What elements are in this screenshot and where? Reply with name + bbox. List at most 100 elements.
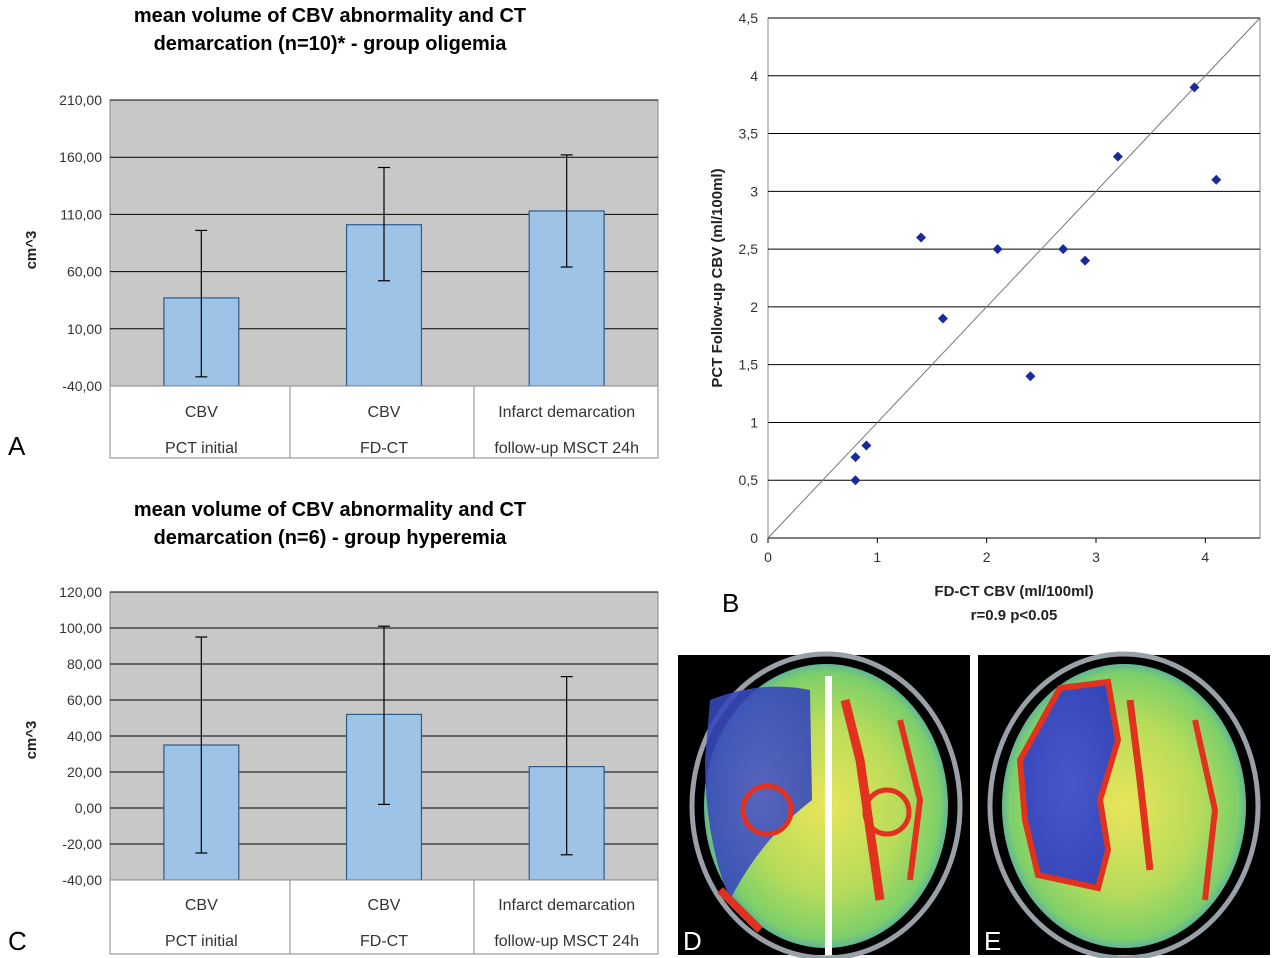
category-label: Infarct demarcation bbox=[498, 404, 635, 421]
chart-c-y-ticks: -40,00 -20,00 0,00 20,00 40,00 60,00 80,00 100,… bbox=[59, 584, 102, 888]
ct-d-hypoperfusion-region bbox=[705, 686, 812, 900]
y-tick-label: -20,00 bbox=[62, 836, 102, 852]
y-tick-label: 1 bbox=[750, 414, 758, 430]
chart-a-category-labels: CBV PCT initial CBV FD-CT Infarct demarcatio… bbox=[165, 404, 639, 457]
ct-d-vessel bbox=[897, 719, 924, 881]
ct-e-hypoperfusion-region bbox=[1020, 682, 1118, 888]
chart-c-category-labels: CBV PCT initial CBV FD-CT Infarct demarcatio… bbox=[165, 897, 639, 950]
panel-label-c: C bbox=[8, 926, 27, 956]
panel-label-b: B bbox=[722, 588, 739, 618]
ct-d-midline-marker bbox=[825, 676, 832, 955]
y-tick-label: 4,5 bbox=[739, 10, 759, 26]
error-bar bbox=[378, 166, 390, 282]
category-label: PCT initial bbox=[165, 933, 238, 950]
category-label: follow-up MSCT 24h bbox=[494, 933, 639, 950]
chart-b-points bbox=[850, 82, 1222, 486]
panel-label-d: D bbox=[683, 926, 702, 956]
y-tick-label: 100,00 bbox=[59, 620, 102, 636]
chart-a-title-line1: mean volume of CBV abnormality and CT bbox=[134, 5, 526, 27]
ct-d-vessel bbox=[717, 887, 763, 933]
x-tick-label: 0 bbox=[764, 549, 772, 565]
ct-d-roi-circle-right bbox=[862, 787, 912, 837]
chart-b-scatter: 0 0,5 1 1,5 2 2,5 3 3,5 4 4,5 0 1 2 3 4 PCT Follow-up… bbox=[709, 10, 1261, 624]
chart-b-identity-line bbox=[767, 17, 1261, 539]
y-tick-label: 2 bbox=[750, 299, 758, 315]
category-label: Infarct demarcation bbox=[498, 897, 635, 914]
scatter-point bbox=[916, 232, 927, 243]
y-tick-label: 80,00 bbox=[67, 656, 102, 672]
scatter-point bbox=[850, 452, 861, 463]
ct-e-skull-outline bbox=[987, 651, 1261, 958]
x-tick-label: 1 bbox=[873, 549, 881, 565]
chart-a-y-ticks: -40,00 10,00 60,00 110,00 160,00 210,00 bbox=[59, 92, 102, 394]
ct-image-d: D bbox=[678, 651, 970, 958]
scatter-point bbox=[1025, 371, 1036, 382]
y-tick-label: -40,00 bbox=[62, 378, 102, 394]
y-tick-label: 120,00 bbox=[59, 584, 102, 600]
ct-e-roi-outline bbox=[1016, 678, 1122, 892]
scatter-point bbox=[1211, 174, 1222, 185]
y-tick-label: 160,00 bbox=[59, 149, 102, 165]
error-bar bbox=[378, 625, 390, 806]
y-tick-label: 10,00 bbox=[67, 321, 102, 337]
chart-c-category-table bbox=[109, 879, 659, 955]
y-tick-label: 2,5 bbox=[739, 241, 759, 257]
scatter-point bbox=[1080, 255, 1091, 266]
y-tick-label: -40,00 bbox=[62, 872, 102, 888]
scatter-point bbox=[861, 440, 872, 451]
category-label: follow-up MSCT 24h bbox=[494, 440, 639, 457]
chart-c-y-axis-label: cm^3 bbox=[23, 721, 40, 760]
panel-label-e: E bbox=[984, 926, 1001, 956]
panel-label-a: A bbox=[8, 431, 26, 461]
ct-d-vessel bbox=[840, 698, 885, 901]
category-label: CBV bbox=[368, 404, 401, 421]
scatter-point bbox=[1058, 244, 1069, 255]
chart-b-x-ticks: 0 1 2 3 4 bbox=[764, 538, 1209, 565]
y-tick-label: 110,00 bbox=[60, 206, 102, 222]
error-bar bbox=[195, 636, 208, 854]
chart-b-stat-line: r=0.9 p<0.05 bbox=[971, 607, 1058, 624]
x-tick-label: 4 bbox=[1201, 549, 1209, 565]
y-tick-label: 60,00 bbox=[67, 692, 102, 708]
y-tick-label: 0,00 bbox=[75, 800, 102, 816]
chart-c-hyperemia: mean volume of CBV abnormality and CT de… bbox=[8, 499, 659, 956]
chart-a-error-bars bbox=[195, 154, 573, 378]
chart-c-title-line1: mean volume of CBV abnormality and CT bbox=[134, 499, 526, 521]
y-tick-label: 40,00 bbox=[67, 728, 102, 744]
ct-image-e: E bbox=[978, 651, 1270, 958]
scatter-point bbox=[937, 313, 948, 324]
error-bar bbox=[560, 675, 573, 856]
scatter-point bbox=[992, 244, 1003, 255]
category-label: FD-CT bbox=[360, 440, 408, 457]
category-label: PCT initial bbox=[165, 440, 238, 457]
y-tick-label: 20,00 bbox=[67, 764, 102, 780]
ct-d-skull-outline bbox=[689, 651, 963, 958]
error-bar bbox=[560, 154, 573, 268]
chart-a-oligemia: mean volume of CBV abnormality and CT de… bbox=[8, 5, 659, 461]
chart-b-y-ticks: 0 0,5 1 1,5 2 2,5 3 3,5 4 4,5 bbox=[739, 10, 759, 546]
ct-e-vessel bbox=[1192, 719, 1219, 901]
chart-a-title-line2: demarcation (n=10)* - group oligemia bbox=[154, 33, 508, 55]
chart-c-title-line2: demarcation (n=6) - group hyperemia bbox=[154, 527, 508, 549]
scatter-point bbox=[1112, 151, 1123, 162]
scatter-point bbox=[1189, 82, 1200, 93]
y-tick-label: 4 bbox=[750, 68, 758, 84]
y-tick-label: 0,5 bbox=[739, 472, 759, 488]
y-tick-label: 0 bbox=[750, 530, 758, 546]
category-label: CBV bbox=[368, 897, 401, 914]
chart-a-category-table bbox=[109, 385, 659, 459]
category-label: CBV bbox=[185, 404, 218, 421]
x-tick-label: 2 bbox=[983, 549, 991, 565]
chart-b-gridlines bbox=[768, 17, 1260, 539]
x-tick-label: 3 bbox=[1092, 549, 1100, 565]
category-label: FD-CT bbox=[360, 933, 408, 950]
y-tick-label: 60,00 bbox=[67, 264, 102, 280]
error-bar bbox=[195, 229, 208, 378]
ct-e-vessel bbox=[1126, 699, 1154, 871]
y-tick-label: 1,5 bbox=[739, 357, 759, 373]
chart-b-x-axis-label: FD-CT CBV (ml/100ml) bbox=[934, 583, 1093, 600]
y-tick-label: 3,5 bbox=[739, 126, 759, 142]
scatter-point bbox=[850, 475, 861, 486]
y-tick-label: 3 bbox=[750, 183, 758, 199]
